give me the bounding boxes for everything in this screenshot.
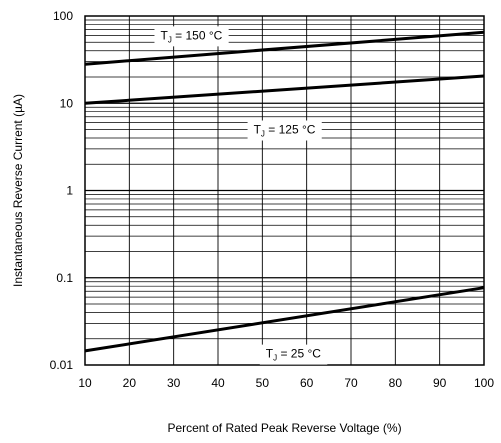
x-tick-label: 20	[123, 376, 137, 390]
curves: TJ = 150 °C TJ = 125 °C TJ = 25 °C	[84, 26, 485, 365]
series-line-1	[84, 74, 485, 105]
x-axis-title: Percent of Rated Peak Reverse Voltage (%…	[167, 421, 401, 435]
y-tick-label: 10	[60, 96, 74, 110]
series-line-2	[84, 286, 485, 353]
x-tick-label: 80	[389, 376, 403, 390]
x-tick-label: 90	[433, 376, 447, 390]
y-tick-label: 0.01	[50, 358, 74, 372]
y-tick-label: 100	[53, 9, 73, 23]
y-tick-labels: 100 10 1 0.1 0.01	[50, 9, 74, 372]
y-axis-title: Instantaneous Reverse Current (µA)	[11, 94, 25, 287]
x-tick-label: 100	[474, 376, 494, 390]
series-line-0	[84, 30, 485, 66]
plot-frame	[84, 15, 485, 366]
x-tick-label: 70	[344, 376, 358, 390]
series-label-background	[154, 26, 229, 47]
x-tick-label: 50	[256, 376, 270, 390]
series-label-2: TJ = 25 °C	[266, 347, 322, 363]
series-label-background	[247, 120, 322, 141]
x-tick-labels: 10 20 30 40 50 60 70 80 90 100	[78, 376, 494, 390]
series-label-1: TJ = 125 °C	[254, 123, 316, 139]
series-label-0: TJ = 150 °C	[160, 28, 222, 44]
series-label-background	[259, 344, 328, 365]
grid	[85, 16, 484, 365]
x-tick-label: 10	[78, 376, 92, 390]
y-tick-label: 1	[66, 184, 73, 198]
x-tick-label: 40	[211, 376, 225, 390]
y-tick-label: 0.1	[56, 271, 73, 285]
x-tick-label: 30	[167, 376, 181, 390]
x-tick-label: 60	[300, 376, 314, 390]
